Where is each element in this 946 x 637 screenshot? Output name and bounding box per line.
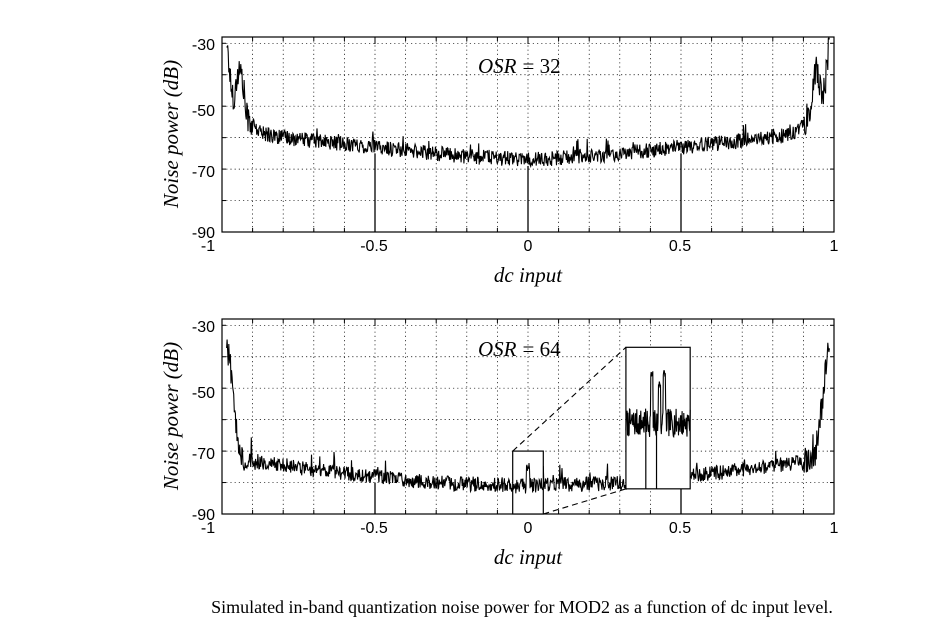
- tick-marks: [221, 37, 835, 233]
- chart-osr-64: -30 -50 -70 -90 -1 -0.5 0 0.5 1 dc input…: [159, 318, 839, 569]
- zoom-box-trace: [512, 463, 544, 494]
- tick-marks: [221, 319, 835, 515]
- osr-value: = 64: [523, 337, 562, 361]
- y-axis-label: Noise power (dB): [159, 60, 183, 209]
- y-tick-label: -70: [192, 164, 215, 181]
- y-tick-label: -30: [192, 319, 215, 336]
- y-axis-label: Noise power (dB): [159, 342, 183, 491]
- series-line: [226, 36, 830, 169]
- osr-variable: OSR: [478, 54, 517, 78]
- zoom-connector: [543, 488, 627, 515]
- y-tick-label: -90: [192, 507, 215, 524]
- y-tick-label: -50: [192, 103, 215, 120]
- caption-text: Simulated in-band quantization noise pow…: [211, 597, 833, 617]
- osr-annotation: OSR = 64: [478, 337, 561, 361]
- x-axis-label: dc input: [494, 263, 563, 287]
- x-tick-label: -0.5: [360, 238, 388, 255]
- x-tick-label: 0: [524, 238, 533, 255]
- figure-caption: Simulated in-band quantization noise pow…: [0, 597, 946, 618]
- osr-annotation: OSR = 32: [478, 54, 561, 78]
- x-tick-label: -1: [201, 238, 215, 255]
- osr-value: = 32: [523, 54, 561, 78]
- y-tick-label: -30: [192, 37, 215, 54]
- y-tick-label: -50: [192, 385, 215, 402]
- y-tick-label: -90: [192, 225, 215, 242]
- x-tick-label: 0.5: [669, 238, 691, 255]
- x-tick-label: 0: [524, 520, 533, 537]
- inset-trace: [625, 370, 691, 439]
- zoom-callout: [512, 346, 691, 515]
- zoom-connector: [512, 346, 627, 452]
- x-tick-label: 1: [830, 520, 839, 537]
- x-tick-label: -1: [201, 520, 215, 537]
- chart-osr-32: -30 -50 -70 -90 -1 -0.5 0 0.5 1 dc input…: [159, 36, 839, 287]
- x-tick-label: -0.5: [360, 520, 388, 537]
- dip-lines: [374, 153, 682, 232]
- x-tick-label: 0.5: [669, 520, 691, 537]
- x-tick-label: 1: [830, 238, 839, 255]
- y-tick-label: -70: [192, 446, 215, 463]
- osr-variable: OSR: [478, 337, 517, 361]
- noise-power-series: [226, 36, 830, 169]
- x-axis-label: dc input: [494, 545, 563, 569]
